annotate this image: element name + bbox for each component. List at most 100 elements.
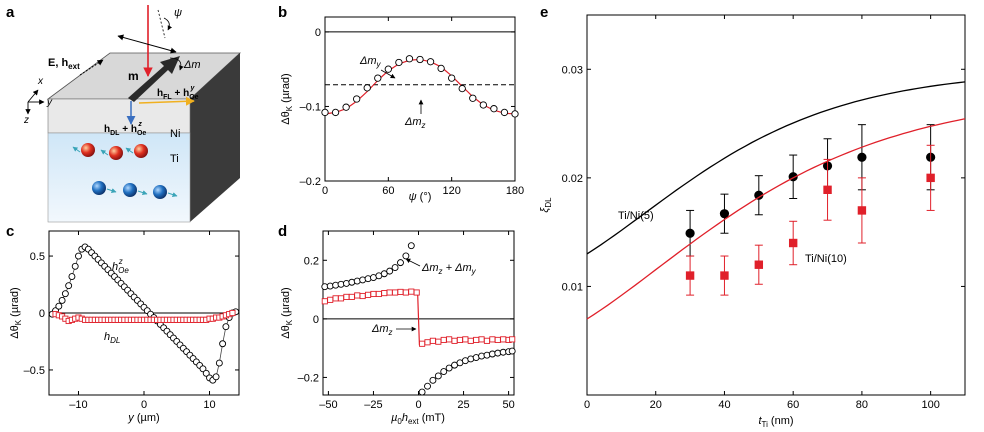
panel-e-chart: e 0 20 40 60 80 100 0.01 0.02 0.03 Ti/Ni(5) Ti/N…	[539, 4, 966, 429]
blue-spin-electron	[123, 183, 137, 197]
data-point-series-1	[754, 260, 764, 269]
y-tick-label: –0.2	[298, 372, 319, 384]
data-point	[479, 101, 487, 109]
mz-data-point	[381, 290, 388, 297]
y-tick-label: 0	[315, 27, 321, 39]
mz-data-point	[483, 337, 491, 344]
y-tick-label: 0.02	[562, 173, 583, 185]
data-point-series-0	[754, 190, 764, 200]
mz-data-point	[440, 336, 447, 343]
data-point	[500, 108, 509, 117]
mz-data-point	[467, 337, 474, 344]
oe-data-point	[199, 365, 207, 373]
spin-down-electrons	[92, 181, 178, 199]
oe-data-point	[219, 340, 227, 348]
series-label-ti-ni5: Ti/Ni(5)	[618, 210, 654, 222]
sum-data-point	[391, 264, 399, 272]
panel-label-d: d	[278, 223, 287, 240]
mz-data-point	[478, 336, 485, 343]
sum-data-point	[445, 364, 453, 372]
mz-data-point	[424, 339, 431, 346]
y-tick-label: 0.5	[30, 251, 45, 263]
data-point-series-0	[685, 228, 695, 238]
spin-up-electrons	[72, 143, 148, 160]
label-delta-m: Δm	[183, 59, 201, 71]
data-point-series-1	[926, 173, 935, 183]
data-point	[321, 108, 329, 117]
block-ti-layer	[47, 132, 191, 223]
data-point	[426, 58, 435, 66]
oe-fit-line	[52, 246, 236, 381]
x-tick-label: 20	[650, 399, 662, 411]
plot-frame	[324, 16, 516, 182]
x-tick-label: 0	[322, 185, 328, 197]
y-tick-label: 0.2	[304, 255, 319, 267]
label-psi: ψ	[174, 7, 182, 19]
y-axis-label: ΔθK (µrad)	[9, 287, 23, 338]
mz-data-point	[327, 296, 334, 303]
x-tick-label: 60	[787, 399, 799, 411]
label-ni: Ni	[170, 128, 180, 140]
data-point	[437, 64, 445, 73]
x-tick-label: 0	[415, 399, 421, 411]
mz-data-point	[509, 336, 516, 343]
block-side-face	[190, 53, 240, 222]
data-point-series-1	[788, 238, 798, 248]
panel-label-c: c	[6, 223, 14, 240]
y-tick-label: 0.01	[562, 281, 583, 293]
mz-data-point	[392, 289, 399, 296]
mz-data-point	[337, 295, 345, 302]
y-axis-label: ΔθK (µrad)	[280, 73, 294, 124]
x-tick-label: –50	[319, 399, 337, 411]
oe-data-point	[61, 290, 69, 298]
label-h-dl: hDL + hOez	[104, 121, 146, 137]
annotation-arrow-sum	[405, 258, 421, 267]
y-axis-label: ξDL	[539, 197, 553, 213]
oe-data-point	[58, 297, 66, 304]
annotation-delta-my: Δmy	[359, 55, 382, 69]
red-spin-electron	[81, 143, 95, 157]
data-point	[395, 58, 403, 67]
x-tick-label: 80	[856, 399, 868, 411]
x-tick-label: 25	[457, 399, 469, 411]
e-field-arrow	[79, 59, 104, 76]
data-point-series-0	[719, 209, 730, 219]
psi-reference	[157, 9, 166, 39]
data-point	[384, 65, 392, 73]
x-tick-label: –10	[69, 399, 87, 411]
sum-data-point	[418, 388, 426, 396]
mz-data-point	[386, 289, 393, 296]
x-axis-label: y (µm)	[127, 412, 159, 424]
sum-data-point	[402, 252, 410, 260]
mz-data-point	[419, 340, 426, 347]
mz-data-point	[364, 291, 372, 298]
polarization-line	[117, 34, 177, 54]
data-point	[469, 94, 477, 102]
sum-data-point	[380, 270, 388, 278]
mz-data-point	[370, 290, 377, 298]
data-point	[458, 84, 466, 93]
data-point-series-1	[685, 271, 695, 280]
x-tick-label: 60	[382, 185, 394, 197]
fit-curve-series-0	[586, 81, 966, 255]
sum-data-point	[397, 259, 404, 267]
oe-data-point	[212, 373, 220, 381]
mz-data-point	[456, 336, 463, 343]
panel-label-e: e	[540, 4, 548, 21]
sum-data-point	[407, 242, 415, 250]
coordinate-axes: x y z	[23, 76, 53, 126]
x-tick-label: 0	[141, 399, 147, 411]
label-e-field: E, hext	[48, 57, 80, 71]
mz-data-point	[343, 293, 350, 300]
x-tick-label: 0	[584, 399, 590, 411]
y-tick-label: –0.2	[300, 176, 321, 188]
blue-spin-electron	[92, 181, 106, 195]
oe-data-point	[202, 369, 210, 377]
oe-data-point	[222, 323, 230, 331]
sum-data-point	[424, 382, 431, 390]
sum-data-point	[386, 267, 394, 275]
h-fl-arrow	[138, 96, 195, 106]
y-axis-label: ΔθK (µrad)	[280, 287, 294, 338]
magnetization-arrow	[128, 56, 180, 102]
